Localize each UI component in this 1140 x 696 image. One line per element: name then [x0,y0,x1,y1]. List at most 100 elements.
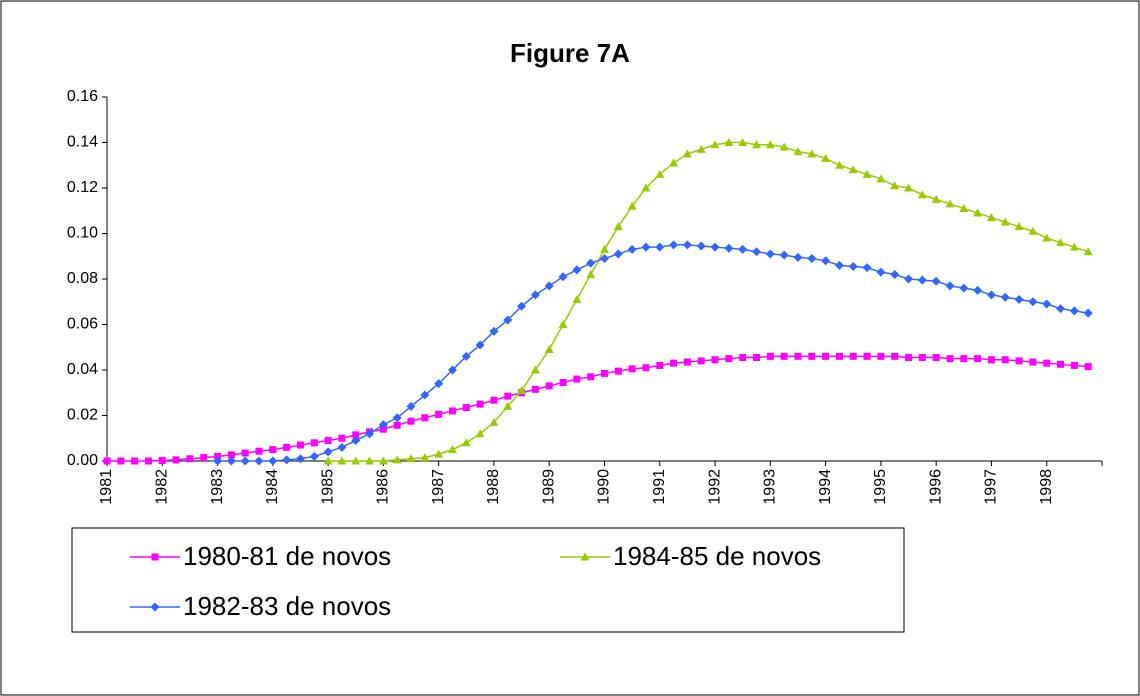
marker [986,213,996,222]
marker [531,385,539,393]
marker [669,158,679,167]
marker [1000,217,1010,226]
marker [600,254,609,264]
marker [959,283,969,293]
marker [1084,363,1092,371]
marker [794,352,802,360]
marker [974,355,982,363]
marker [241,449,249,457]
marker [296,441,304,449]
marker [890,181,900,190]
marker [821,256,831,266]
marker [834,260,844,270]
marker [890,269,900,279]
marker [822,352,830,360]
marker [807,254,817,264]
marker [337,456,347,465]
marker [1015,357,1023,365]
marker [572,294,582,303]
x-tick-label: 1982 [153,469,170,505]
x-tick-label: 1998 [1038,469,1055,505]
marker [973,285,983,295]
x-tick-label: 1981 [98,469,115,505]
marker [641,183,651,192]
marker [1069,306,1079,316]
marker [323,456,333,465]
marker [696,144,706,153]
marker [1028,226,1038,235]
marker [324,437,332,445]
marker [655,169,665,178]
marker [365,429,375,439]
marker [904,183,914,192]
marker [739,353,747,361]
marker [337,442,347,452]
marker [1083,247,1093,256]
marker [283,443,291,451]
marker [959,203,969,212]
marker [1042,233,1052,242]
marker [946,355,954,363]
marker [1001,356,1009,364]
marker [295,454,305,464]
marker [435,410,443,418]
marker [931,194,941,203]
marker [131,457,139,465]
marker [103,457,111,465]
marker [214,452,222,460]
marker [447,365,457,375]
marker [1029,358,1037,366]
y-tick-label: 0.08 [67,270,98,287]
marker [973,208,983,217]
marker [282,455,292,465]
marker [711,356,719,364]
marker [421,414,429,422]
marker [932,353,940,361]
marker [475,429,485,438]
y-tick-label: 0.10 [67,225,98,242]
y-tick-label: 0.00 [67,452,98,469]
marker [835,352,843,360]
marker [352,431,360,439]
marker [753,353,761,361]
marker [752,247,762,257]
marker [793,147,803,156]
marker [683,358,691,366]
marker [1057,360,1065,368]
marker [420,390,430,400]
marker [572,265,582,275]
marker [351,436,361,446]
marker [849,352,857,360]
x-tick-label: 1988 [485,469,502,505]
marker [558,320,568,328]
marker [186,455,194,463]
marker [559,379,567,387]
x-tick-label: 1995 [872,469,889,505]
chart-title: Figure 7A [510,38,630,68]
marker [904,274,914,284]
marker [255,447,263,455]
x-tick-label: 1987 [430,469,447,505]
marker [392,455,402,464]
marker [945,199,955,208]
marker [226,456,236,466]
marker [545,382,553,390]
marker [848,165,858,174]
marker [862,169,872,178]
marker [627,201,637,210]
x-tick-label: 1992 [706,469,723,505]
marker [780,352,788,360]
marker [489,326,499,336]
marker [876,174,886,183]
marker [641,242,651,252]
marker [848,261,858,271]
marker [504,392,512,400]
marker [945,281,955,291]
marker [808,352,816,360]
marker [834,160,844,169]
marker [917,275,927,285]
marker [752,140,762,149]
x-tick-label: 1994 [817,469,834,505]
marker [655,242,665,252]
marker [670,359,678,367]
